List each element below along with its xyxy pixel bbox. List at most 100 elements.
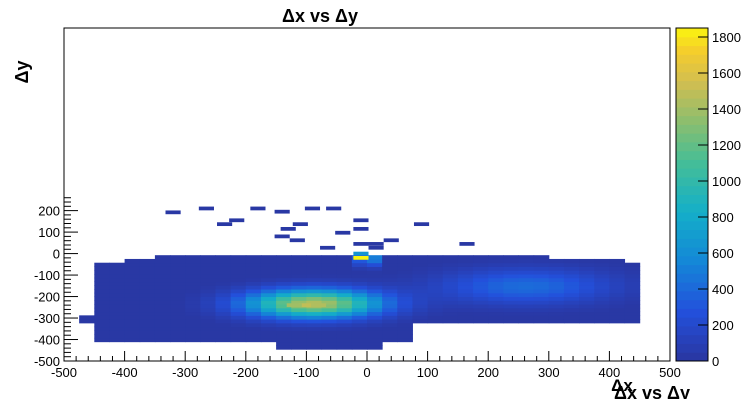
heatmap-cell <box>609 304 626 309</box>
heatmap-cell <box>170 300 186 305</box>
heatmap-cell <box>215 258 232 264</box>
heatmap-cell <box>579 289 595 294</box>
heatmap-cell <box>245 330 262 335</box>
heatmap-cell <box>94 270 110 275</box>
heatmap-cell <box>276 326 292 331</box>
heatmap-cell <box>79 315 95 320</box>
heatmap-cell <box>533 281 550 286</box>
y-tick-label: -500 <box>34 354 60 369</box>
heatmap-cell <box>397 281 413 286</box>
heatmap-cell <box>260 273 277 279</box>
heatmap-cell <box>124 281 141 286</box>
colorbar-segment <box>676 220 708 231</box>
heatmap-cell <box>397 258 413 264</box>
heatmap-cell <box>291 315 307 320</box>
heatmap-cell <box>185 273 201 279</box>
heatmap-cell <box>382 281 398 286</box>
heatmap-cell <box>503 319 519 324</box>
heatmap-cell <box>533 319 550 324</box>
heatmap-cell <box>185 307 201 313</box>
heatmap-cell <box>427 304 444 309</box>
colorbar-frame <box>675 27 709 362</box>
y-tick-label: 0 <box>53 247 60 262</box>
heatmap-cell <box>367 304 383 309</box>
colorbar-tick-label: 800 <box>712 210 734 225</box>
heatmap-cell <box>503 300 519 305</box>
heatmap-cell <box>609 292 626 298</box>
heatmap-cell <box>427 273 444 279</box>
heatmap-cell <box>94 281 110 286</box>
colorbar-segment <box>676 133 708 143</box>
heatmap-bin <box>368 245 384 250</box>
heatmap-cell <box>306 281 323 286</box>
heatmap-cell <box>215 319 232 324</box>
heatmap-cell <box>367 330 383 335</box>
heatmap-cell <box>351 337 368 343</box>
heatmap-cell <box>154 337 171 343</box>
heatmap-cell <box>215 277 232 283</box>
heatmap-cell <box>124 330 141 335</box>
heatmap-cell <box>154 277 171 283</box>
heatmap-cell <box>624 300 641 305</box>
heatmap-cell <box>427 289 444 294</box>
heatmap-cell <box>276 277 292 283</box>
heatmap-cell <box>624 296 641 301</box>
heatmap-cell <box>215 315 232 320</box>
heatmap-cell <box>291 322 307 328</box>
heatmap-cell <box>336 345 353 350</box>
heatmap-cell <box>321 262 338 267</box>
heatmap-cell <box>336 292 353 298</box>
heatmap-cell <box>276 296 292 301</box>
heatmap-cell <box>367 273 383 279</box>
colorbar-segment <box>676 159 708 169</box>
heatmap-cell <box>306 311 323 316</box>
heatmap-cell <box>124 270 141 275</box>
heatmap-cell <box>245 315 262 320</box>
heatmap-cell <box>215 322 232 328</box>
heatmap-cell <box>109 337 126 343</box>
heatmap-cell <box>336 270 353 275</box>
heatmap-cell <box>473 307 489 313</box>
heatmap-cell <box>230 311 247 316</box>
heatmap-cell <box>139 273 156 279</box>
heatmap-cell <box>94 300 110 305</box>
heatmap-cell <box>109 307 126 313</box>
heatmap-cell <box>260 258 277 264</box>
heatmap-cell <box>185 326 201 331</box>
y-axis-label: Δy <box>12 61 32 84</box>
heatmap-cell <box>563 296 580 301</box>
heatmap-cell <box>94 307 110 313</box>
heatmap-cell <box>427 292 444 298</box>
heatmap-cell <box>321 341 338 346</box>
heatmap-cell <box>200 304 216 309</box>
heatmap-cell <box>473 319 489 324</box>
heatmap-cell <box>306 273 323 279</box>
heatmap-cell <box>124 300 141 305</box>
heatmap-cell <box>154 334 171 339</box>
heatmap-cell <box>109 315 126 320</box>
heatmap-cell <box>488 292 504 298</box>
heatmap-cell <box>200 315 216 320</box>
heatmap-cell <box>473 304 489 309</box>
heatmap-cell <box>367 255 383 260</box>
heatmap-bin <box>165 210 181 215</box>
heatmap-cell <box>170 296 186 301</box>
colorbar-tick-label: 200 <box>712 318 734 333</box>
x-tick-label: 500 <box>659 365 681 380</box>
heatmap-cell <box>276 311 292 316</box>
heatmap-cell <box>185 334 201 339</box>
heatmap-cell <box>609 266 626 271</box>
heatmap-cell <box>185 304 201 309</box>
heatmap-cell <box>306 307 323 313</box>
heatmap-cell <box>185 311 201 316</box>
heatmap-cell <box>170 319 186 324</box>
heatmap-cell <box>230 300 247 305</box>
heatmap-cell <box>139 292 156 298</box>
heatmap-cell <box>503 277 519 283</box>
heatmap-cell <box>488 285 504 290</box>
heatmap-cell <box>321 266 338 271</box>
heatmap-cell <box>215 289 232 294</box>
heatmap-cell <box>563 292 580 298</box>
heatmap-cell <box>548 285 565 290</box>
